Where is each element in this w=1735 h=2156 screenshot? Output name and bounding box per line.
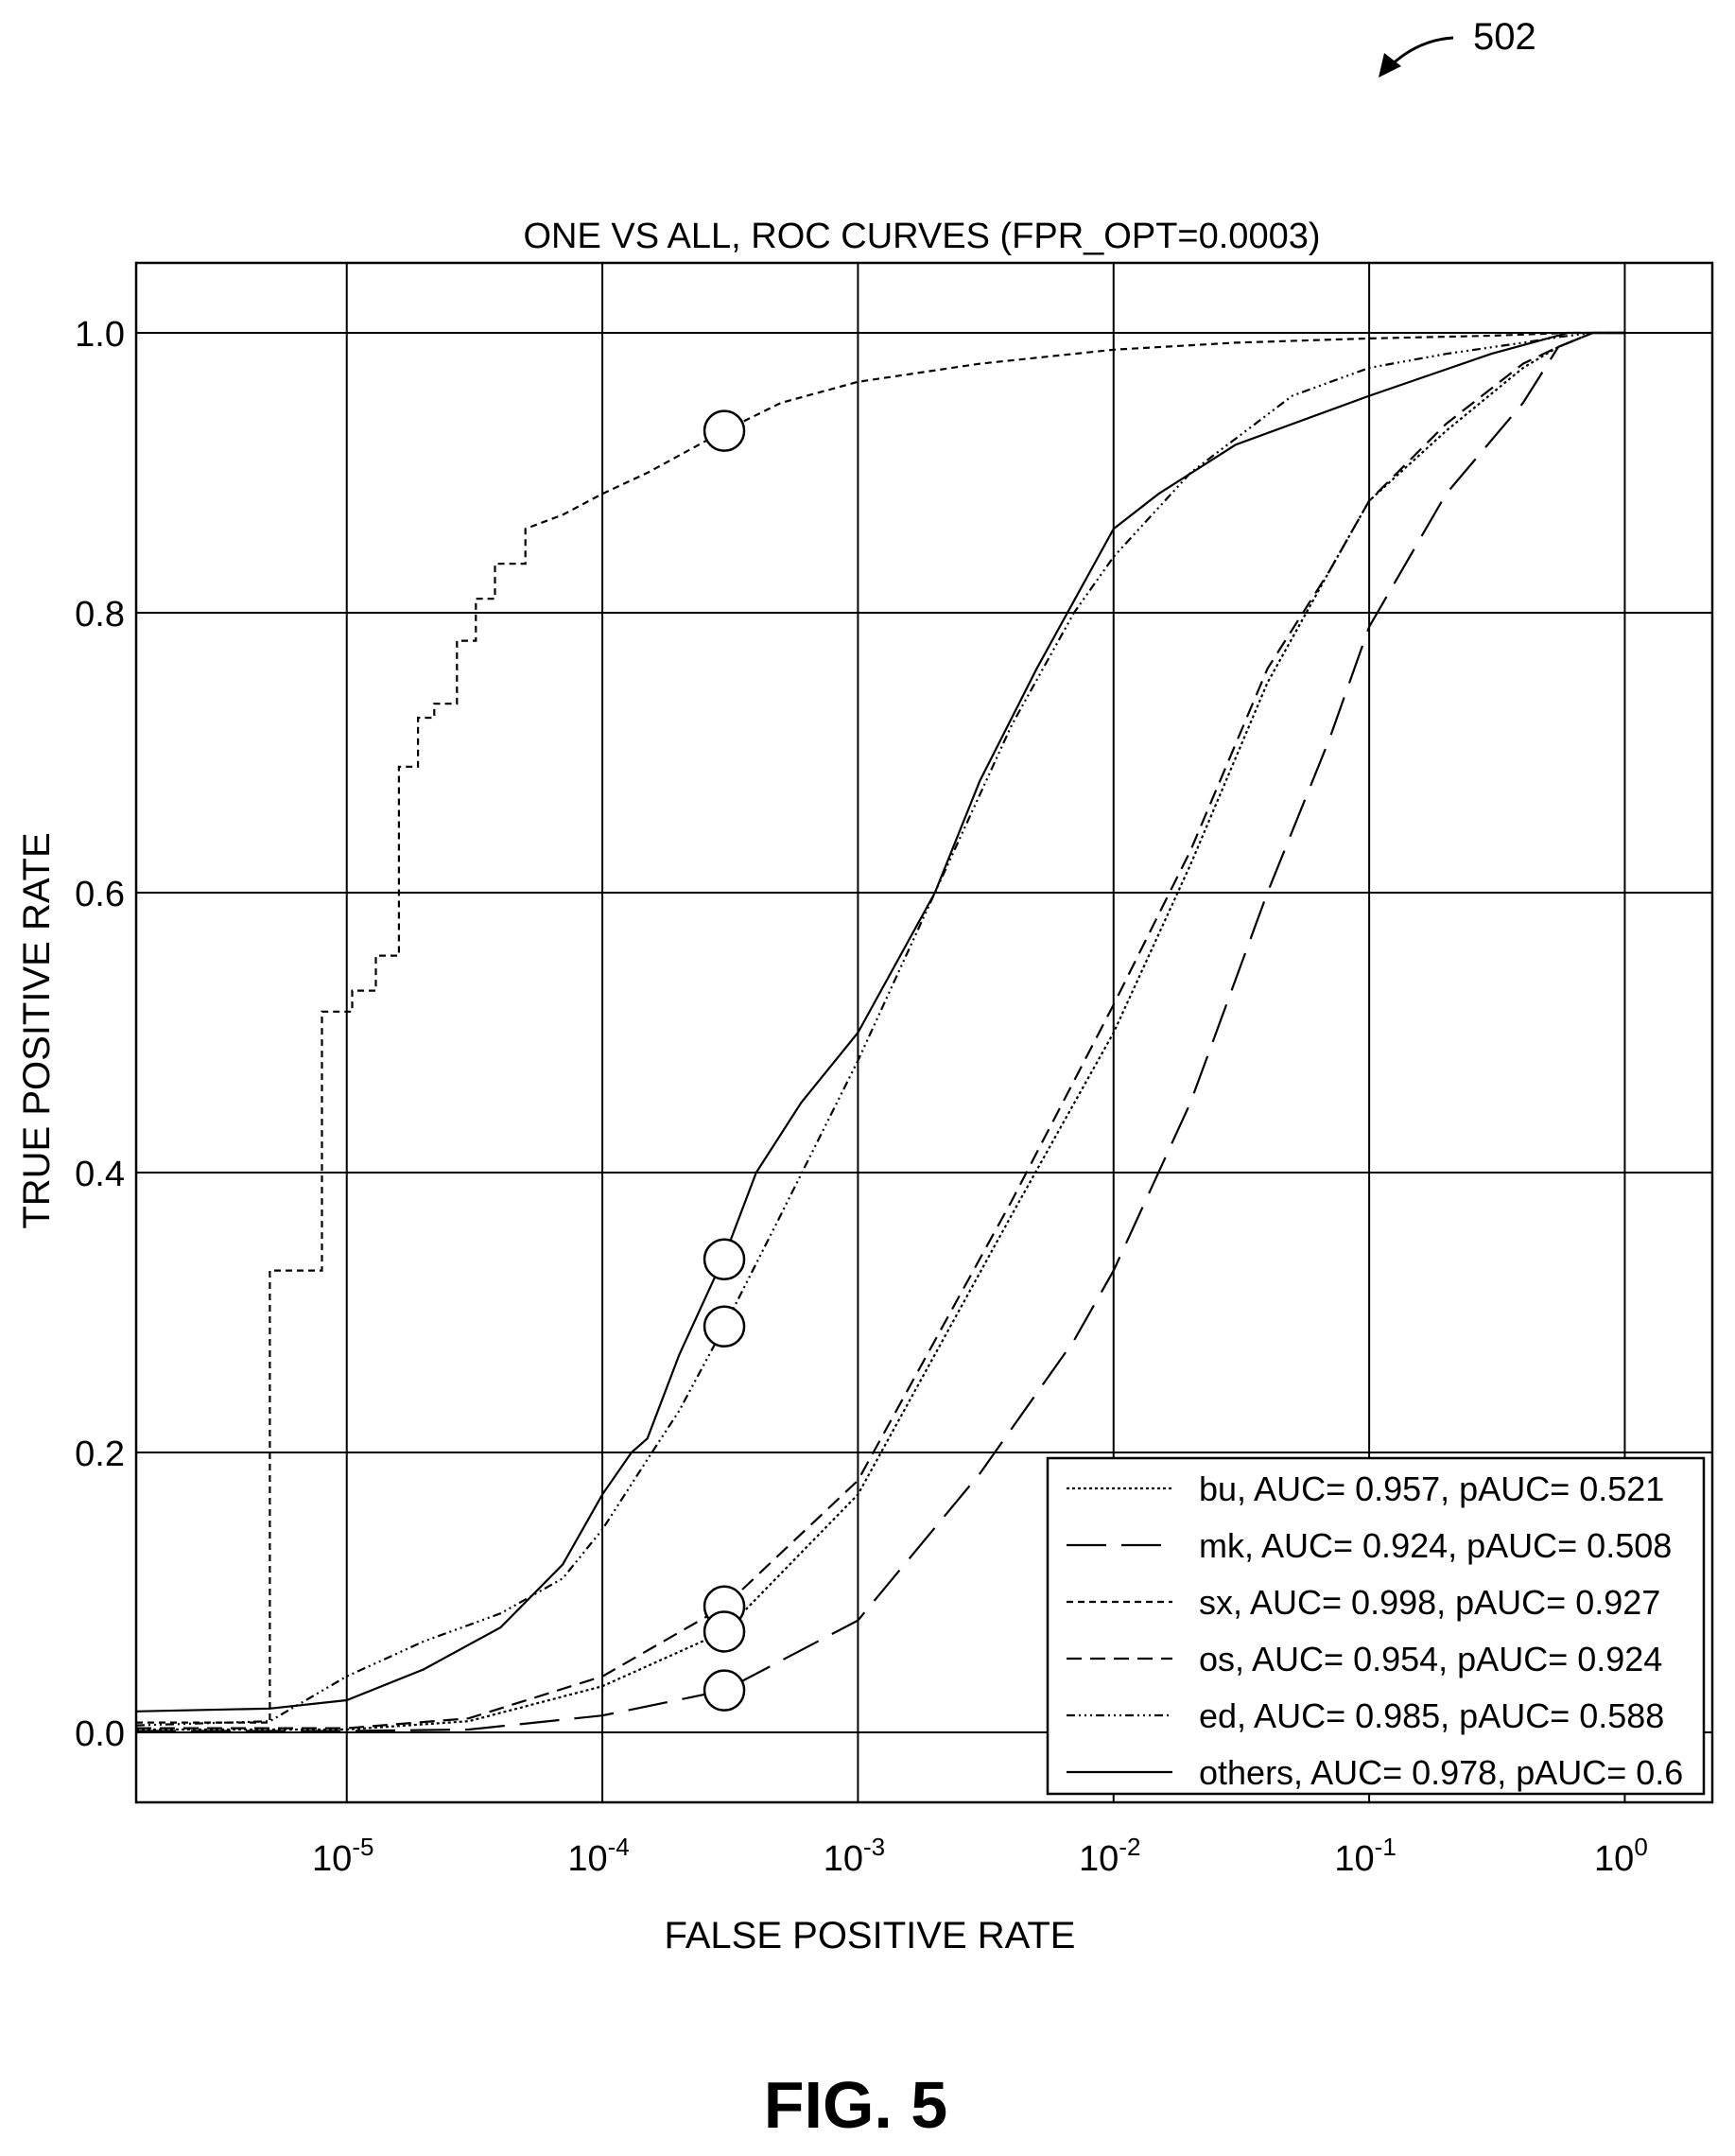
y-tick-label: 0.8	[75, 595, 125, 635]
x-tick-label: 10-4	[567, 1833, 629, 1879]
reference-numeral: 502	[1473, 16, 1536, 58]
y-tick-label: 0.6	[75, 875, 125, 914]
legend-entry-label: os, AUC= 0.954, pAUC= 0.924	[1199, 1640, 1662, 1678]
x-tick-label: 10-5	[312, 1833, 373, 1879]
legend-entry-label: sx, AUC= 0.998, pAUC= 0.927	[1199, 1583, 1660, 1622]
legend: bu, AUC= 0.957, pAUC= 0.521 mk, AUC= 0.92…	[1046, 1456, 1706, 1796]
chart-title: ONE VS ALL, ROC CURVES (FPR_OPT=0.0003)	[524, 217, 1321, 256]
series-line-mk	[136, 331, 1625, 1732]
y-tick-label: 0.4	[75, 1155, 125, 1194]
x-tick-label: 10-2	[1079, 1833, 1140, 1879]
fpr-opt-marker	[703, 1610, 746, 1653]
fpr-opt-marker	[703, 1669, 746, 1712]
legend-entry-label: mk, AUC= 0.924, pAUC= 0.508	[1199, 1526, 1672, 1565]
series-line-others	[135, 331, 1625, 1713]
plot-area	[134, 261, 1714, 1804]
figure-label: FIG. 5	[764, 2068, 947, 2142]
y-tick-label: 1.0	[75, 315, 125, 355]
reference-arrow-icon	[1379, 36, 1454, 78]
x-axis-label: FALSE POSITIVE RATE	[665, 1915, 1076, 1956]
series-line-ed	[135, 331, 1625, 1727]
series-lines	[135, 331, 1625, 1732]
x-tick-label: 10-1	[1334, 1833, 1396, 1879]
legend-entry-label: bu, AUC= 0.957, pAUC= 0.521	[1199, 1469, 1664, 1508]
fpr-opt-marker	[703, 1238, 746, 1281]
x-tick-label: 10-3	[824, 1833, 885, 1879]
legend-entry-label: others, AUC= 0.978, pAUC= 0.6	[1199, 1753, 1683, 1792]
y-tick-label: 0.0	[75, 1714, 125, 1754]
fpr-opt-marker	[703, 1305, 746, 1348]
axis-ticks: 10-5 10-4 10-3 10-2 10-1 100 0.0 0.2 0.4 0.6 0.8 1.…	[75, 315, 1648, 1879]
series-line-os	[136, 331, 1625, 1730]
y-axis-label: TRUE POSITIVE RATE	[16, 832, 58, 1228]
fpr-opt-markers	[703, 409, 746, 1712]
x-tick-label: 100	[1594, 1833, 1648, 1879]
y-tick-label: 0.2	[75, 1434, 125, 1474]
fpr-opt-marker	[703, 409, 746, 452]
series-line-sx	[136, 331, 1625, 1724]
legend-box	[1046, 1456, 1706, 1796]
legend-entry-label: ed, AUC= 0.985, pAUC= 0.588	[1199, 1696, 1664, 1735]
